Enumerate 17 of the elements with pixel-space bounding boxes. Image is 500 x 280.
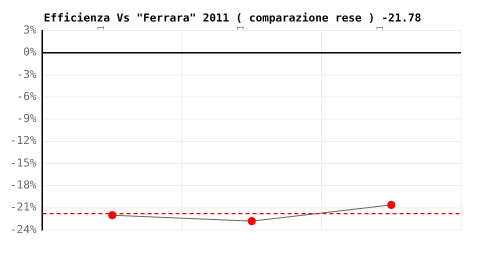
y-tick-label: -15% (10, 156, 37, 170)
point (248, 217, 256, 226)
x-tick-label: 1 (376, 25, 386, 31)
chart-title: Efficienza Vs "Ferrara" 2011 ( comparazione rese ) -21.78 (44, 11, 422, 24)
y-tick-label: 0% (23, 46, 37, 59)
y-tick-label: -9% (16, 112, 37, 126)
point (108, 211, 116, 220)
y-tick-label: 3% (23, 23, 37, 36)
y-tick-label: -6% (16, 90, 37, 103)
y-tick-label: -18% (10, 178, 37, 192)
y-tick-label: -24% (10, 222, 37, 236)
x-tick-label: 1 (96, 25, 107, 31)
y-tick-label: -3% (16, 68, 37, 81)
y-tick-label: -21% (10, 200, 37, 214)
x-tick-label: 1 (236, 25, 246, 31)
y-tick-label: -12% (10, 134, 37, 148)
point (387, 200, 396, 209)
